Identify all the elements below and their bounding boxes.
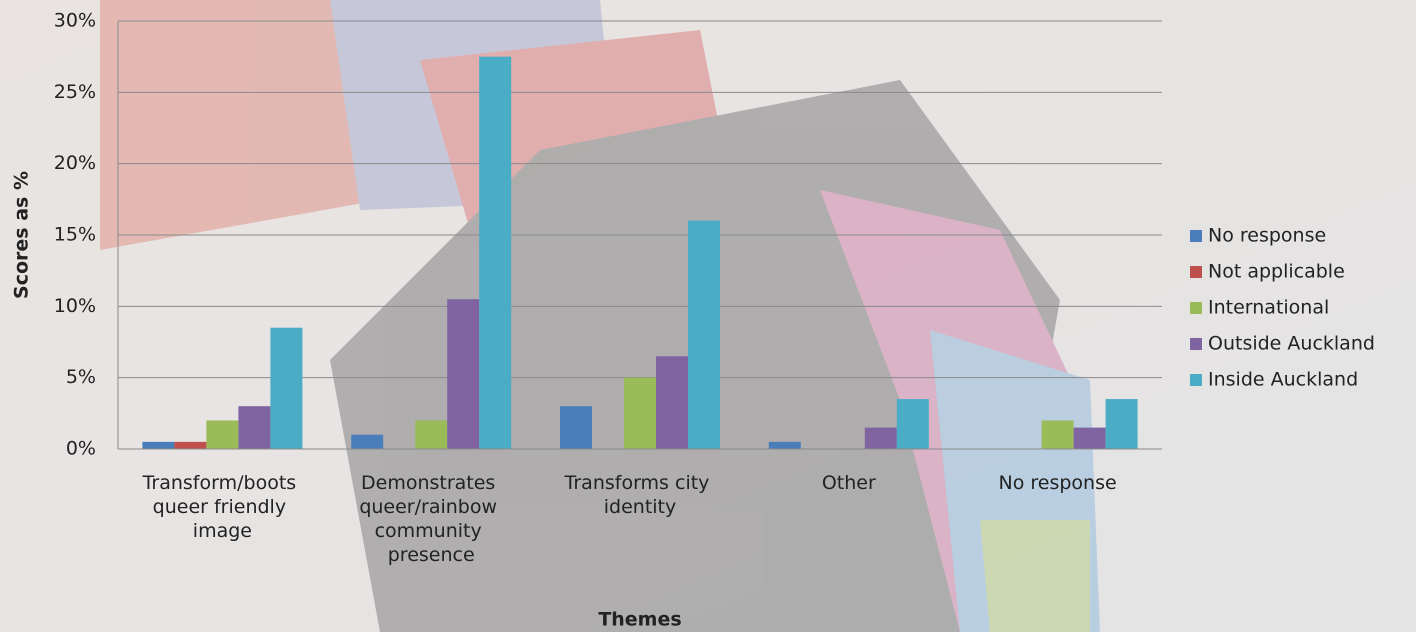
legend-label: Not applicable bbox=[1208, 261, 1345, 283]
bar bbox=[560, 406, 592, 449]
y-tick-label: 0% bbox=[66, 438, 96, 460]
bar bbox=[1105, 399, 1138, 449]
y-tick-label: 15% bbox=[54, 224, 96, 246]
legend-swatch bbox=[1190, 374, 1202, 386]
x-tick-label: Demonstrates queer/rainbow community pre… bbox=[359, 472, 503, 566]
y-tick-label: 5% bbox=[66, 366, 96, 388]
bar bbox=[479, 56, 512, 450]
x-tick-label: No response bbox=[999, 472, 1117, 494]
y-tick-label: 10% bbox=[54, 295, 96, 317]
legend-label: Outside Auckland bbox=[1208, 333, 1375, 355]
bar bbox=[270, 327, 303, 449]
x-tick-label: Other bbox=[822, 472, 876, 494]
legend-label: Inside Auckland bbox=[1208, 369, 1358, 391]
legend-swatch bbox=[1190, 338, 1202, 350]
bar bbox=[238, 406, 271, 449]
background-photo bbox=[100, 0, 1100, 632]
legend-swatch bbox=[1190, 302, 1202, 314]
legend-swatch bbox=[1190, 266, 1202, 278]
bar bbox=[142, 441, 175, 449]
y-tick-label: 25% bbox=[54, 81, 96, 103]
bar bbox=[896, 399, 929, 449]
bar bbox=[174, 441, 207, 449]
bar bbox=[1041, 420, 1074, 449]
bar bbox=[688, 220, 720, 449]
bar bbox=[768, 441, 801, 449]
legend-label: International bbox=[1208, 297, 1329, 319]
y-tick-label: 20% bbox=[54, 152, 96, 174]
x-axis-title: Themes bbox=[598, 609, 681, 631]
bar bbox=[864, 427, 897, 449]
bar bbox=[447, 299, 480, 449]
bar bbox=[656, 356, 688, 449]
bar bbox=[624, 377, 656, 449]
bar bbox=[206, 420, 239, 449]
bar bbox=[351, 434, 384, 449]
legend-swatch bbox=[1190, 230, 1202, 242]
x-tick-label: Transform/boots queer friendly image bbox=[142, 472, 303, 542]
bar bbox=[1073, 427, 1106, 449]
y-axis-title: Scores as % bbox=[11, 171, 33, 299]
bar bbox=[415, 420, 448, 449]
y-tick-label: 30% bbox=[54, 10, 96, 32]
x-tick-label: Transforms city identity bbox=[564, 472, 716, 518]
legend-label: No response bbox=[1208, 225, 1326, 247]
